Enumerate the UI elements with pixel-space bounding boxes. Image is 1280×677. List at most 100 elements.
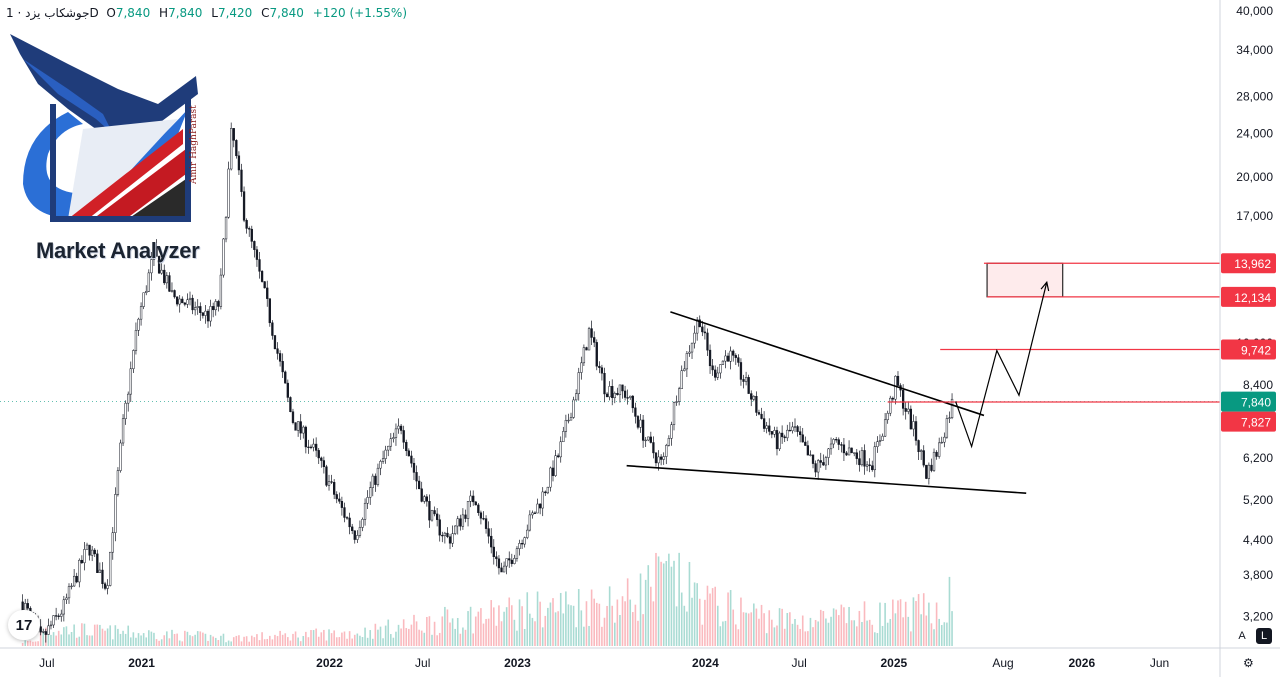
candle-body (858, 458, 861, 466)
candle-body (327, 481, 331, 486)
volume-bar (714, 586, 716, 646)
volume-bar (148, 630, 150, 646)
candle-body (309, 446, 313, 449)
volume-bar (106, 628, 109, 646)
volume-bar (781, 608, 783, 646)
volume-bar (240, 641, 243, 646)
volume-bar (359, 635, 361, 646)
candle-body (363, 502, 367, 520)
volume-bar (861, 621, 863, 646)
candle-body (389, 438, 392, 447)
volume-bar (521, 606, 523, 646)
volume-bar (351, 638, 353, 646)
open-label: O (106, 6, 116, 20)
candle-body (371, 475, 374, 488)
candle-body (415, 472, 418, 482)
candle-body (75, 575, 78, 583)
candle-body (181, 298, 184, 304)
candle-body (569, 417, 573, 421)
candle-body (193, 307, 197, 311)
volume-bar (276, 636, 279, 646)
candle-body (348, 517, 351, 528)
volume-bar (930, 623, 933, 646)
volume-bar (740, 597, 742, 646)
candle-body (219, 274, 223, 307)
volume-bar (47, 633, 50, 646)
volume-bar (637, 620, 639, 646)
candle-body (780, 432, 784, 438)
candle-body (912, 421, 915, 430)
volume-bar (78, 636, 81, 646)
candle-body (541, 491, 544, 509)
volume-bar (217, 640, 220, 646)
candle-body (70, 585, 73, 588)
tradingview-logo-icon[interactable]: 17 (8, 610, 40, 640)
candle-body (145, 291, 148, 293)
volume-bar (39, 631, 42, 646)
volume-bar (660, 561, 662, 646)
volume-bar (565, 591, 567, 646)
symbol-name[interactable]: جوشکاب یزد (25, 6, 90, 20)
candle-body (271, 322, 274, 336)
candle-body (286, 382, 289, 398)
volume-bar (348, 631, 351, 646)
volume-bar (897, 600, 899, 646)
candle-body (217, 301, 220, 307)
volume-bar (536, 591, 539, 646)
price-label-text: 7,827 (1241, 416, 1271, 430)
gear-icon[interactable]: ⚙ (1243, 656, 1254, 670)
candle-body (711, 365, 714, 371)
volume-bar (796, 624, 799, 646)
volume-bar (508, 597, 511, 646)
volume-bar (261, 632, 263, 646)
volume-bar (868, 619, 871, 646)
interval[interactable]: 1D (6, 6, 99, 20)
candle-body (631, 395, 634, 409)
volume-bar (729, 590, 732, 646)
volume-bar (101, 628, 104, 646)
candle-body (314, 443, 318, 451)
candle-body (605, 393, 609, 398)
candle-body (765, 425, 768, 429)
candle-body (878, 440, 882, 442)
volume-bar (850, 620, 853, 646)
ohlc-legend: جوشکاب یزد · 1D O7,840 H7,840 L7,420 C7,… (6, 6, 412, 20)
candle-body (544, 491, 547, 494)
time-tick-label: Jul (415, 656, 430, 670)
volume-bar (928, 602, 930, 646)
candle-body (111, 532, 114, 553)
candle-body (83, 549, 86, 564)
volume-bar (747, 613, 750, 646)
candle-body (724, 355, 727, 362)
candle-body (538, 503, 542, 509)
candle-body (652, 442, 655, 454)
candle-body (369, 487, 372, 498)
candle-body (232, 128, 235, 141)
candle-body (330, 481, 333, 483)
candle-body (85, 544, 89, 550)
candle-body (456, 518, 459, 527)
volume-bar (353, 634, 356, 646)
candle-body (786, 429, 789, 439)
candle-body (773, 430, 776, 435)
volume-bar (310, 630, 312, 646)
volume-bar (505, 607, 508, 646)
volume-bar (922, 593, 925, 646)
candle-body (626, 397, 629, 399)
candle-body (276, 348, 279, 354)
auto-scale-button[interactable]: A (1238, 630, 1246, 642)
volume-bar (855, 626, 858, 646)
volume-bar (837, 615, 840, 646)
candle-body (737, 357, 740, 363)
candle-body (762, 418, 766, 429)
volume-bar (320, 632, 323, 646)
candle-body (361, 519, 364, 528)
log-scale-button[interactable]: L (1256, 628, 1272, 644)
candle-body (613, 392, 616, 399)
candle-body (119, 442, 122, 471)
candle-body (708, 349, 712, 367)
volume-bar (274, 634, 276, 646)
candle-body (116, 470, 120, 495)
price-label: 12,134 (1221, 286, 1276, 307)
candle-body (945, 418, 949, 438)
